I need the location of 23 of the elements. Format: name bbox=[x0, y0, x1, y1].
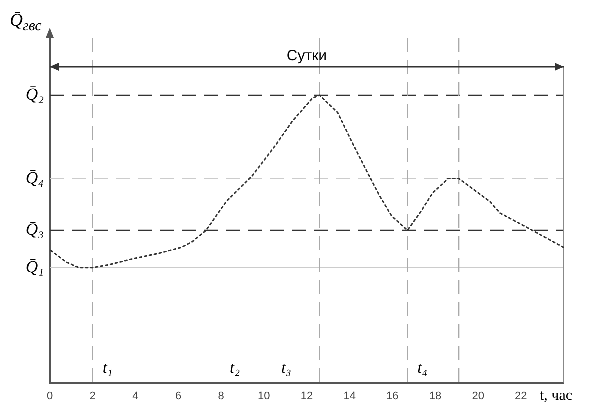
x-tick-label: 2 bbox=[90, 390, 96, 402]
x-tick-label: 16 bbox=[386, 390, 399, 402]
x-tick-label: 18 bbox=[429, 390, 442, 402]
ref-line-label: Q̄₃ bbox=[26, 220, 44, 239]
x-tick-label: 20 bbox=[472, 390, 484, 402]
ref-line-label: t₄ bbox=[418, 360, 428, 378]
text: Сутки bbox=[286, 47, 328, 64]
x-tick-label: 6 bbox=[175, 390, 182, 402]
x-tick-label: 12 bbox=[300, 390, 314, 402]
annotation: t₃ bbox=[281, 360, 292, 378]
ref-line-label: Q̄₄ bbox=[26, 168, 44, 188]
ref-line-label: Q̄₁ bbox=[26, 257, 44, 276]
x-tick-label: 10 bbox=[258, 390, 270, 402]
x-tick-label: 0 bbox=[46, 390, 54, 402]
x-tick-label: 14 bbox=[344, 390, 356, 402]
x-tick-label: 8 bbox=[218, 390, 224, 402]
ref-line-label: t₁ bbox=[102, 360, 113, 378]
y-axis-title: Q̄$_{гвс}$ bbox=[10, 10, 42, 36]
ref-line-label: Q̄₂ bbox=[26, 84, 44, 104]
x-axis-title: t, час bbox=[540, 388, 573, 405]
annotation: t₂ bbox=[230, 360, 240, 378]
x-tick-label: 4 bbox=[132, 390, 139, 402]
x-tick-label: 22 bbox=[515, 390, 528, 402]
